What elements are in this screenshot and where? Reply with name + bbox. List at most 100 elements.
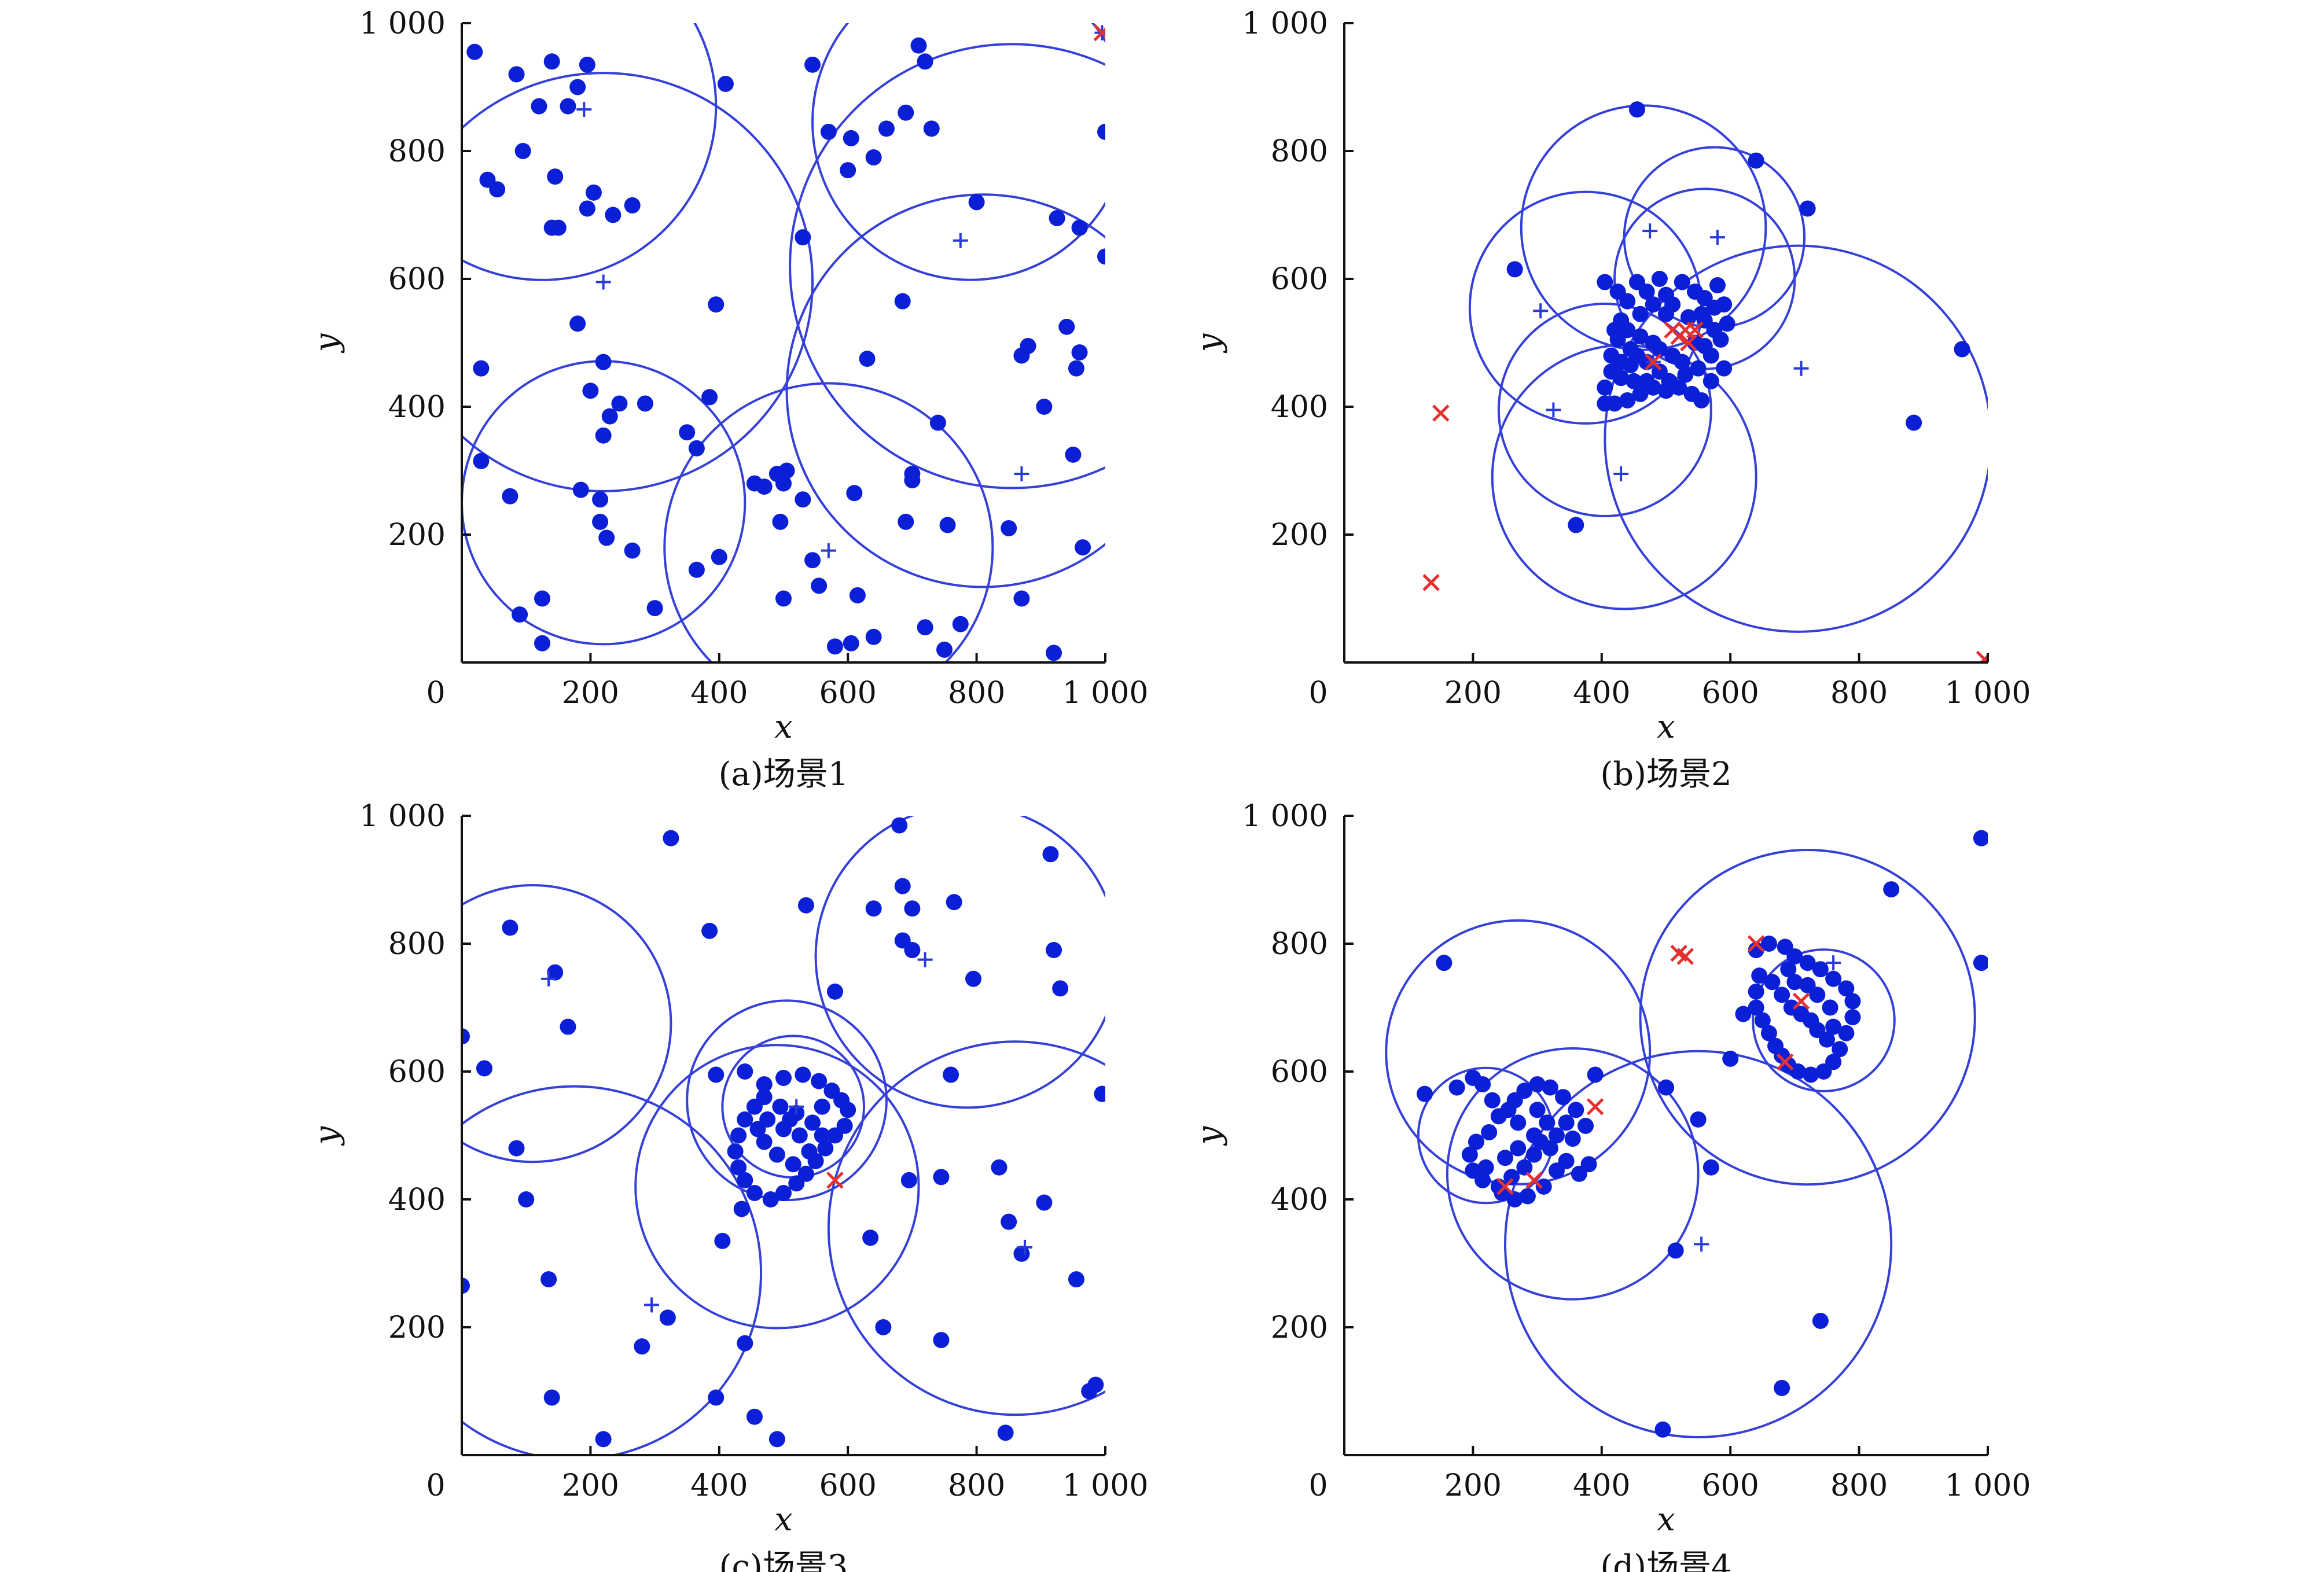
anomaly-marker bbox=[1586, 1098, 1604, 1116]
y-axis-label: y bbox=[308, 1125, 345, 1146]
data-point bbox=[1764, 974, 1781, 991]
data-point bbox=[1748, 152, 1764, 169]
coverage-circle bbox=[462, 1085, 762, 1455]
data-point bbox=[1735, 1006, 1752, 1022]
data-point bbox=[514, 143, 531, 159]
data-point bbox=[865, 628, 882, 645]
data-point bbox=[1767, 1037, 1784, 1054]
x-tick-label: 0 bbox=[426, 1468, 445, 1503]
center-marker bbox=[917, 952, 933, 967]
data-point bbox=[1597, 274, 1613, 290]
data-point bbox=[1674, 354, 1690, 370]
data-point bbox=[1680, 309, 1697, 326]
data-point bbox=[968, 194, 985, 211]
anomaly-marker bbox=[1976, 650, 1988, 662]
data-point bbox=[1632, 305, 1649, 322]
data-point bbox=[1490, 1108, 1507, 1125]
x-tick-label: 600 bbox=[819, 1468, 877, 1503]
data-point bbox=[476, 1060, 492, 1077]
data-point bbox=[1580, 1156, 1597, 1173]
data-point bbox=[756, 1089, 773, 1106]
data-point bbox=[772, 1098, 789, 1115]
data-point bbox=[624, 197, 641, 213]
center-marker bbox=[1826, 955, 1841, 971]
coverage-circle bbox=[827, 1040, 1105, 1416]
data-point bbox=[1645, 296, 1661, 313]
data-point bbox=[1838, 980, 1855, 997]
center-marker bbox=[821, 543, 836, 558]
data-point bbox=[1065, 446, 1082, 463]
coverage-circle bbox=[814, 816, 1105, 1109]
data-point bbox=[1506, 1092, 1523, 1109]
data-point bbox=[708, 296, 725, 313]
data-point bbox=[1516, 1159, 1533, 1176]
center-marker bbox=[789, 1099, 804, 1114]
data-point bbox=[1568, 517, 1584, 533]
x-tick-label: 800 bbox=[948, 676, 1005, 710]
data-point bbox=[1651, 341, 1668, 358]
data-point bbox=[1036, 399, 1053, 415]
data-point bbox=[775, 1070, 792, 1087]
plot-area bbox=[462, 23, 1105, 662]
center-marker bbox=[1709, 230, 1725, 245]
data-point bbox=[1973, 830, 1988, 846]
data-point bbox=[1838, 1025, 1855, 1041]
center-marker bbox=[1694, 1236, 1709, 1252]
data-point bbox=[1774, 986, 1790, 1003]
data-point bbox=[1503, 1169, 1520, 1186]
data-point bbox=[560, 1018, 576, 1035]
data-point bbox=[1013, 347, 1030, 364]
x-tick-label: 600 bbox=[1702, 676, 1759, 710]
center-marker bbox=[1014, 466, 1029, 482]
data-point bbox=[1535, 1178, 1552, 1195]
data-point bbox=[772, 513, 789, 530]
data-point bbox=[946, 894, 962, 911]
data-point bbox=[1973, 955, 1988, 971]
data-point bbox=[1597, 395, 1613, 412]
x-tick-label: 0 bbox=[1308, 1468, 1328, 1503]
chart-caption: (d)场景4 bbox=[1600, 1548, 1731, 1572]
data-point bbox=[543, 53, 560, 70]
data-point bbox=[785, 1156, 801, 1173]
data-point bbox=[1803, 1066, 1819, 1083]
data-point bbox=[1001, 1213, 1017, 1230]
data-point bbox=[1619, 293, 1636, 310]
data-point bbox=[462, 1028, 470, 1045]
x-tick-label: 800 bbox=[948, 1468, 1005, 1503]
data-point bbox=[1046, 942, 1062, 959]
data-point bbox=[1799, 200, 1816, 217]
data-point bbox=[1832, 1041, 1848, 1058]
data-point bbox=[637, 395, 653, 412]
y-axis-label: y bbox=[1190, 333, 1228, 354]
data-point bbox=[1619, 392, 1636, 408]
data-point bbox=[547, 964, 564, 981]
data-point bbox=[737, 1172, 753, 1188]
data-point bbox=[1825, 970, 1842, 987]
chart-caption: (b)场景2 bbox=[1600, 756, 1731, 793]
data-point bbox=[775, 1121, 792, 1137]
center-marker bbox=[1017, 1239, 1032, 1255]
data-point bbox=[1690, 1111, 1707, 1128]
data-point bbox=[688, 561, 705, 578]
data-point bbox=[804, 1114, 821, 1131]
data-point bbox=[663, 830, 679, 846]
anomaly-marker bbox=[1432, 404, 1450, 422]
data-point bbox=[878, 120, 895, 137]
data-point bbox=[1719, 315, 1735, 332]
data-point bbox=[898, 513, 914, 530]
data-point bbox=[560, 98, 576, 115]
data-point bbox=[708, 1066, 725, 1083]
data-point bbox=[1654, 1421, 1671, 1438]
data-point bbox=[1671, 379, 1687, 396]
coverage-circle bbox=[1385, 919, 1652, 1186]
data-point bbox=[730, 1159, 747, 1176]
data-point bbox=[1097, 248, 1105, 265]
data-point bbox=[1564, 1131, 1581, 1147]
data-point bbox=[910, 37, 927, 54]
data-point bbox=[1052, 980, 1069, 997]
y-tick-label: 800 bbox=[388, 927, 446, 962]
y-tick-label: 200 bbox=[388, 518, 446, 553]
anomaly-marker bbox=[826, 1172, 844, 1189]
data-point bbox=[826, 1127, 843, 1144]
data-point bbox=[1645, 379, 1661, 396]
